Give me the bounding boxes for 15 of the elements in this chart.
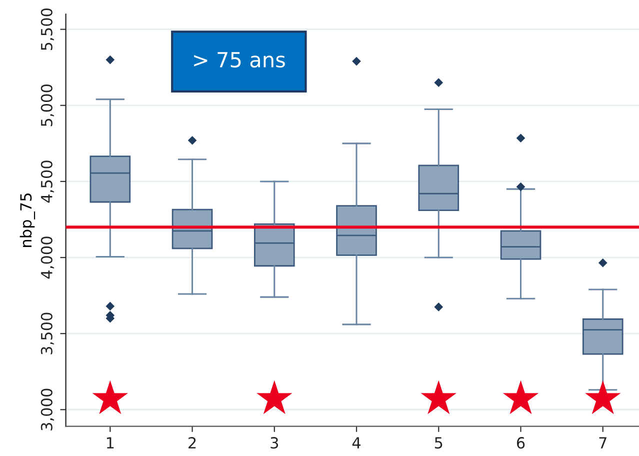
y-tick-label: 5,500 (40, 8, 54, 50)
x-tick-label: 7 (599, 437, 606, 448)
y-tick-label: 4,500 (40, 160, 54, 203)
y-tick-label: 3,000 (40, 388, 54, 430)
x-tick-label: 6 (516, 437, 525, 449)
x-tick-label: 4 (352, 437, 361, 448)
x-tick-label: 5 (434, 437, 442, 449)
x-tick-label: 2 (188, 437, 196, 448)
x-tick-label: 3 (270, 437, 278, 449)
annotation: > 75 ans (194, 52, 285, 68)
y-tick-label: 3,500 (40, 312, 54, 354)
y-tick-label: 4,000 (40, 236, 54, 279)
y-tick-label: 5,000 (40, 84, 54, 126)
x-tick-label: 1 (106, 437, 114, 448)
y-axis-title: nbp_75 (20, 194, 36, 247)
